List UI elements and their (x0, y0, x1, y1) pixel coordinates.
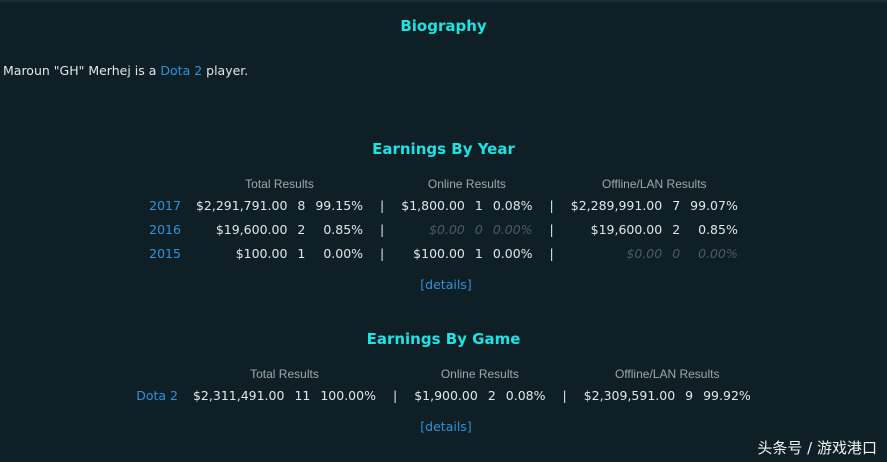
row-label-link[interactable]: 2017 (149, 198, 181, 213)
table-row: 2017 $2,291,791.00 8 99.15% | $1,800.00 1 0.08%… (144, 194, 743, 218)
empty-header-cell (131, 364, 188, 384)
total-count: 1 (297, 246, 306, 261)
table-row: 2016 $19,600.00 2 0.85% | $0.00 0 0.00% | $19,600… (144, 218, 743, 242)
online-count: 1 (474, 246, 483, 261)
column-separator: | (380, 246, 385, 261)
online-results-header: Online Results (427, 177, 506, 191)
empty-header-cell (381, 364, 409, 384)
total-percent: 99.15% (315, 198, 364, 213)
total-percent: 0.85% (323, 222, 364, 237)
offline-percent: 99.92% (703, 388, 751, 403)
row-label-cell: 2015 (144, 242, 191, 266)
online-percent: 0.00% (492, 246, 533, 261)
earnings-by-game-wrapper: Total Results Online Results Offline/LAN R… (0, 364, 887, 408)
column-separator: | (380, 198, 385, 213)
offline-results-header: Offline/LAN Results (602, 177, 707, 191)
header-row: Total Results Online Results Offline/LAN R… (131, 364, 756, 384)
earnings-by-year-wrapper: Total Results Online Results Offline/LAN R… (0, 174, 887, 266)
game-details-link[interactable]: [details] (420, 419, 472, 434)
dota2-link[interactable]: Dota 2 (160, 63, 203, 78)
column-separator: | (380, 222, 385, 237)
total-percent: 0.00% (323, 246, 364, 261)
offline-count: 2 (672, 222, 681, 237)
online-earnings: $0.00 (429, 222, 465, 237)
table-row: 2015 $100.00 1 0.00% | $100.00 1 0.00% | $0.00 0 0.… (144, 242, 743, 266)
offline-earnings: $19,600.00 (590, 222, 663, 237)
column-separator: | (392, 388, 398, 403)
top-border (0, 0, 887, 2)
bio-text-end: player. (202, 63, 249, 78)
offline-count: 7 (672, 198, 681, 213)
online-percent: 0.00% (492, 222, 533, 237)
total-results-header: Total Results (250, 367, 319, 381)
year-details-link[interactable]: [details] (420, 277, 472, 292)
offline-percent: 0.00% (698, 246, 738, 261)
offline-earnings: $2,289,991.00 (570, 198, 663, 213)
bio-text-start: Maroun "GH" Merhej is a (3, 63, 161, 78)
total-count: 2 (297, 222, 306, 237)
row-label-link[interactable]: 2016 (149, 222, 181, 237)
empty-header-cell (368, 174, 396, 194)
online-earnings: $1,900.00 (414, 388, 478, 403)
total-count: 8 (297, 198, 306, 213)
watermark: 头条号 / 游戏港口 (757, 439, 877, 457)
table-row: Dota 2 $2,311,491.00 11 100.00% | $1,900.00 2 0… (131, 384, 756, 408)
total-count: 11 (294, 388, 311, 403)
total-earnings: $19,600.00 (215, 222, 288, 237)
earnings-by-game-table: Total Results Online Results Offline/LAN R… (131, 364, 756, 408)
empty-header-cell (538, 174, 566, 194)
offline-count: 0 (672, 246, 681, 261)
column-separator: | (549, 246, 554, 261)
offline-percent: 0.85% (698, 222, 738, 237)
online-percent: 0.08% (505, 388, 546, 403)
empty-header-cell (550, 364, 578, 384)
earnings-by-year-title: Earnings By Year (372, 140, 515, 158)
offline-percent: 99.07% (690, 198, 738, 213)
online-count: 1 (474, 198, 483, 213)
column-separator: | (549, 222, 554, 237)
column-separator: | (562, 388, 567, 403)
total-earnings: $100.00 (235, 246, 288, 261)
column-separator: | (549, 198, 554, 213)
total-earnings: $2,291,791.00 (195, 198, 288, 213)
offline-earnings: $2,309,591.00 (583, 388, 676, 403)
row-label-link[interactable]: 2015 (149, 246, 181, 261)
online-earnings: $100.00 (413, 246, 465, 261)
offline-results-header: Offline/LAN Results (614, 367, 720, 381)
earnings-by-year-table: Total Results Online Results Offline/LAN R… (144, 174, 743, 266)
online-count: 2 (487, 388, 496, 403)
biography-title: Biography (400, 17, 487, 35)
online-percent: 0.08% (492, 198, 533, 213)
row-label-cell: 2016 (144, 218, 191, 242)
total-percent: 100.00% (320, 388, 376, 403)
offline-earnings: $0.00 (626, 246, 663, 261)
online-earnings: $1,800.00 (401, 198, 465, 213)
online-count: 0 (474, 222, 483, 237)
header-row: Total Results Online Results Offline/LAN R… (144, 174, 743, 194)
total-results-header: Total Results (245, 177, 314, 191)
row-label-cell: 2017 (144, 194, 191, 218)
total-earnings: $2,311,491.00 (192, 388, 285, 403)
row-label-cell: Dota 2 (131, 384, 188, 408)
row-label-link[interactable]: Dota 2 (136, 388, 178, 403)
online-results-header: Online Results (440, 367, 519, 381)
earnings-by-game-title: Earnings By Game (366, 330, 521, 348)
biography-text: Maroun "GH" Merhej is a Dota 2 player. (3, 63, 248, 79)
empty-header-cell (144, 174, 191, 194)
offline-count: 9 (685, 388, 694, 403)
